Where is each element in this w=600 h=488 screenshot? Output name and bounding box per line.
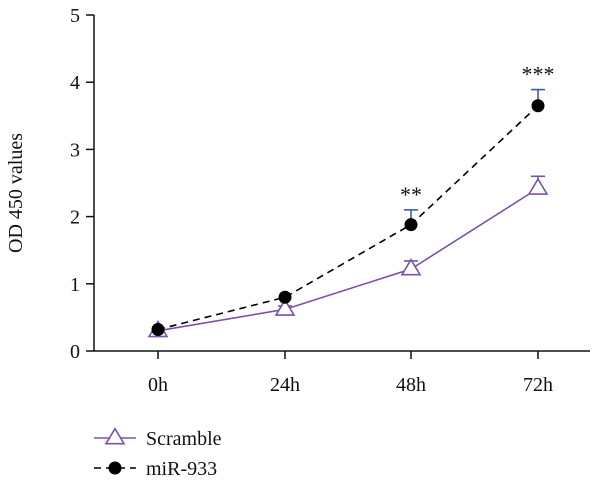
- chart-axes: 0 1 2 3 4 5 0h 24h 48h 72h OD 450 values: [5, 5, 590, 396]
- chart-legend: Scramble miR-933: [94, 427, 222, 480]
- series-scramble: [147, 175, 549, 338]
- legend-item: Scramble: [94, 427, 222, 450]
- data-point-circle: [151, 322, 165, 336]
- chart-annotations: *****: [400, 62, 555, 207]
- significance-label: **: [400, 182, 422, 207]
- y-tick-label: 0: [70, 341, 80, 363]
- series-line: [157, 187, 539, 332]
- y-tick-label: 2: [70, 207, 80, 229]
- series-mir-933: [151, 88, 545, 336]
- data-point-triangle: [527, 177, 549, 195]
- series-line: [157, 105, 539, 331]
- data-point-circle: [404, 218, 418, 232]
- x-tick-label: 0h: [148, 374, 168, 396]
- x-tick-label: 24h: [270, 374, 300, 396]
- y-tick-label: 3: [70, 139, 80, 161]
- x-tick-label: 48h: [396, 374, 426, 396]
- y-tick-label: 5: [70, 5, 80, 27]
- data-point-triangle: [400, 258, 422, 276]
- data-point-triangle: [104, 427, 126, 445]
- x-tick-label: 72h: [523, 374, 553, 396]
- legend-label: Scramble: [146, 428, 222, 450]
- y-tick-label: 4: [70, 72, 80, 94]
- chart-series: [147, 88, 549, 338]
- legend-label: miR-933: [146, 458, 217, 480]
- y-axis-title: OD 450 values: [5, 133, 27, 253]
- legend-item: miR-933: [94, 458, 217, 480]
- data-point-circle: [108, 461, 122, 475]
- data-point-circle: [278, 290, 292, 304]
- data-point-triangle: [274, 298, 296, 316]
- significance-label: ***: [522, 62, 555, 87]
- y-tick-label: 1: [70, 274, 80, 296]
- data-point-circle: [531, 99, 545, 113]
